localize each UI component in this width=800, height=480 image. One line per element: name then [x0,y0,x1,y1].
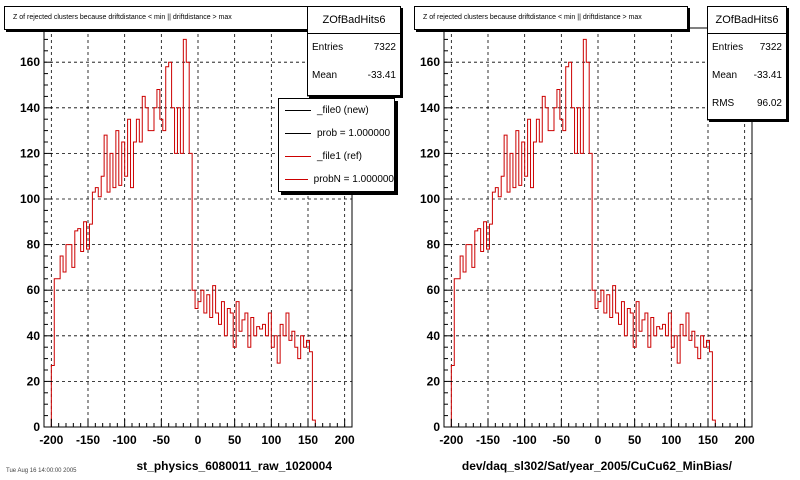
y-tick-label: 120 [420,146,440,160]
x-axis-label: dev/daq_sl302/Sat/year_2005/CuCu62_MinBi… [462,459,733,473]
histogram-title-right: Z of rejected clusters because driftdist… [414,6,688,30]
stats-box-right: ZOfBadHits6 Entries 7322 Mean -33.41 RMS… [707,6,787,120]
y-tick-label: 60 [27,283,41,297]
x-tick-label: -150 [76,433,100,447]
x-tick-label: 0 [195,433,202,447]
y-tick-label: 0 [33,420,40,434]
y-tick-label: 20 [427,374,441,388]
stats-row-entries: Entries 7322 [708,34,786,62]
legend-label: prob = 1.000000 [317,128,391,139]
legend-label: _file1 (ref) [317,151,363,162]
y-tick-label: 120 [20,146,40,160]
y-tick-label: 140 [420,101,440,115]
y-tick-label: 80 [427,238,441,252]
title-text: Z of rejected clusters because driftdist… [423,14,642,21]
y-tick-label: 80 [27,238,41,252]
stats-value: 7322 [759,42,782,53]
y-tick-label: 160 [420,55,440,69]
x-tick-label: 200 [735,433,755,447]
stats-label: Mean [712,70,738,81]
stats-name: ZOfBadHits6 [708,7,786,34]
legend-entry-probn: probN = 1.000000 [279,168,394,191]
y-tick-label: 60 [427,283,441,297]
x-tick-label: -50 [153,433,171,447]
stats-box-left: ZOfBadHits6 Entries 7322 Mean -33.41 [307,6,401,96]
legend-label: probN = 1.000000 [313,174,394,185]
x-tick-label: 100 [261,433,281,447]
y-tick-label: 0 [433,420,440,434]
title-text: Z of rejected clusters because driftdist… [13,14,232,21]
histogram-series-ref [50,38,319,428]
legend-box: _file0 (new) prob = 1.000000 _file1 (ref… [278,98,395,192]
x-tick-label: 100 [661,433,681,447]
stats-label: Entries [712,42,744,53]
stats-row-entries: Entries 7322 [308,34,400,62]
x-tick-label: -100 [513,433,537,447]
histogram-title-left: Z of rejected clusters because driftdist… [4,6,308,30]
legend-entry-prob: prob = 1.000000 [279,122,394,145]
x-axis-label: st_physics_6080011_raw_1020004 [136,459,332,473]
stats-row-rms: RMS 96.02 [708,90,786,118]
stats-label: Mean [312,70,338,81]
legend-line-icon [285,156,311,157]
histogram-series-ref [450,38,719,428]
legend-line-icon [285,110,311,111]
legend-line-icon [285,179,308,180]
stats-row-mean: Mean -33.41 [308,62,400,90]
x-tick-label: -150 [476,433,500,447]
y-tick-label: 100 [20,192,40,206]
x-tick-label: -100 [113,433,137,447]
y-tick-label: 40 [27,329,41,343]
x-tick-label: 150 [298,433,318,447]
stats-value: 7322 [373,42,396,53]
histogram-panel-right: -200 -150 -100 -50 0 50 100 150 200 0 20 40 60 80 100 1… [420,27,755,473]
legend-label: _file0 (new) [317,105,369,116]
x-tick-label: 150 [698,433,718,447]
y-tick-label: 40 [427,329,441,343]
stats-label: RMS [712,98,735,109]
stats-name: ZOfBadHits6 [308,7,400,34]
x-tick-label: -200 [39,433,63,447]
x-tick-label: 50 [628,433,642,447]
stats-value: 96.02 [756,98,782,109]
y-tick-label: 160 [20,55,40,69]
x-tick-label: -50 [553,433,571,447]
stats-label: Entries [312,42,344,53]
x-tick-label: 200 [335,433,355,447]
stats-value: -33.41 [367,70,396,81]
y-tick-label: 140 [20,101,40,115]
stats-value: -33.41 [753,70,782,81]
x-tick-label: -200 [439,433,463,447]
legend-line-icon [285,133,311,134]
legend-entry-new: _file0 (new) [279,99,394,122]
legend-entry-ref: _file1 (ref) [279,145,394,168]
stats-row-mean: Mean -33.41 [708,62,786,90]
x-tick-label: 0 [595,433,602,447]
y-tick-label: 20 [27,374,41,388]
timestamp-note: Tue Aug 16 14:00:00 2005 [6,468,77,474]
y-tick-label: 100 [420,192,440,206]
histogram-panel-left: -200 -150 -100 -50 0 50 100 150 200 0 20 40 60 80 100 1… [20,27,355,473]
x-tick-label: 50 [228,433,242,447]
